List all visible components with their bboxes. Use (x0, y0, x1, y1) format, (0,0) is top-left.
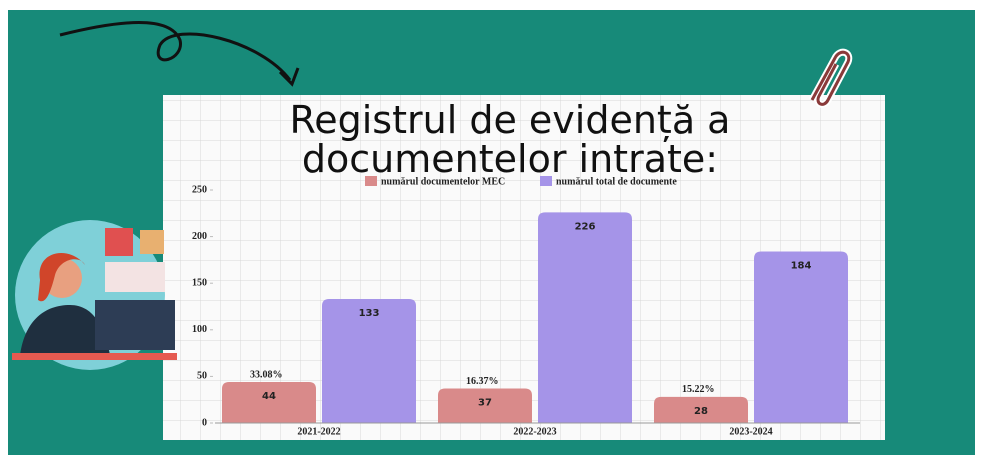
x-tick-label: 2023-2024 (729, 426, 772, 437)
value-label: 37 (478, 398, 492, 409)
y-tick-label: 250 (192, 184, 207, 195)
y-tick-label: 200 (192, 231, 207, 242)
annotation: 15.22% (682, 384, 715, 395)
arrow (59, 21, 292, 81)
bar (438, 388, 532, 423)
y-tick-label: 100 (192, 324, 207, 335)
arrow-head (278, 67, 300, 87)
value-label: 226 (575, 221, 596, 232)
chart-title: documentelor intrate: (302, 137, 718, 181)
legend-label: numărul total de documente (556, 176, 677, 187)
value-label: 28 (694, 406, 708, 417)
chart-title: Registrul de evidență a (290, 98, 731, 142)
value-label: 184 (791, 261, 812, 272)
illustration (12, 220, 177, 370)
y-tick-label: 50 (197, 371, 207, 382)
annotation: 16.37% (466, 376, 499, 387)
bar (222, 381, 316, 423)
x-tick-label: 2021-2022 (297, 426, 340, 437)
value-label: 133 (359, 308, 380, 319)
annotation: 33.08% (250, 369, 283, 380)
bar (538, 212, 632, 423)
legend-swatch (365, 176, 377, 186)
value-label: 44 (262, 391, 276, 402)
y-tick-label: 0 (202, 417, 207, 428)
y-tick-label: 150 (192, 277, 207, 288)
x-tick-label: 2022-2023 (513, 426, 556, 437)
legend-swatch (540, 176, 552, 186)
legend-label: numărul documentelor MEC (381, 176, 505, 187)
paperclip (808, 48, 853, 108)
bar (654, 396, 748, 423)
bar (322, 299, 416, 423)
bar (754, 251, 848, 423)
